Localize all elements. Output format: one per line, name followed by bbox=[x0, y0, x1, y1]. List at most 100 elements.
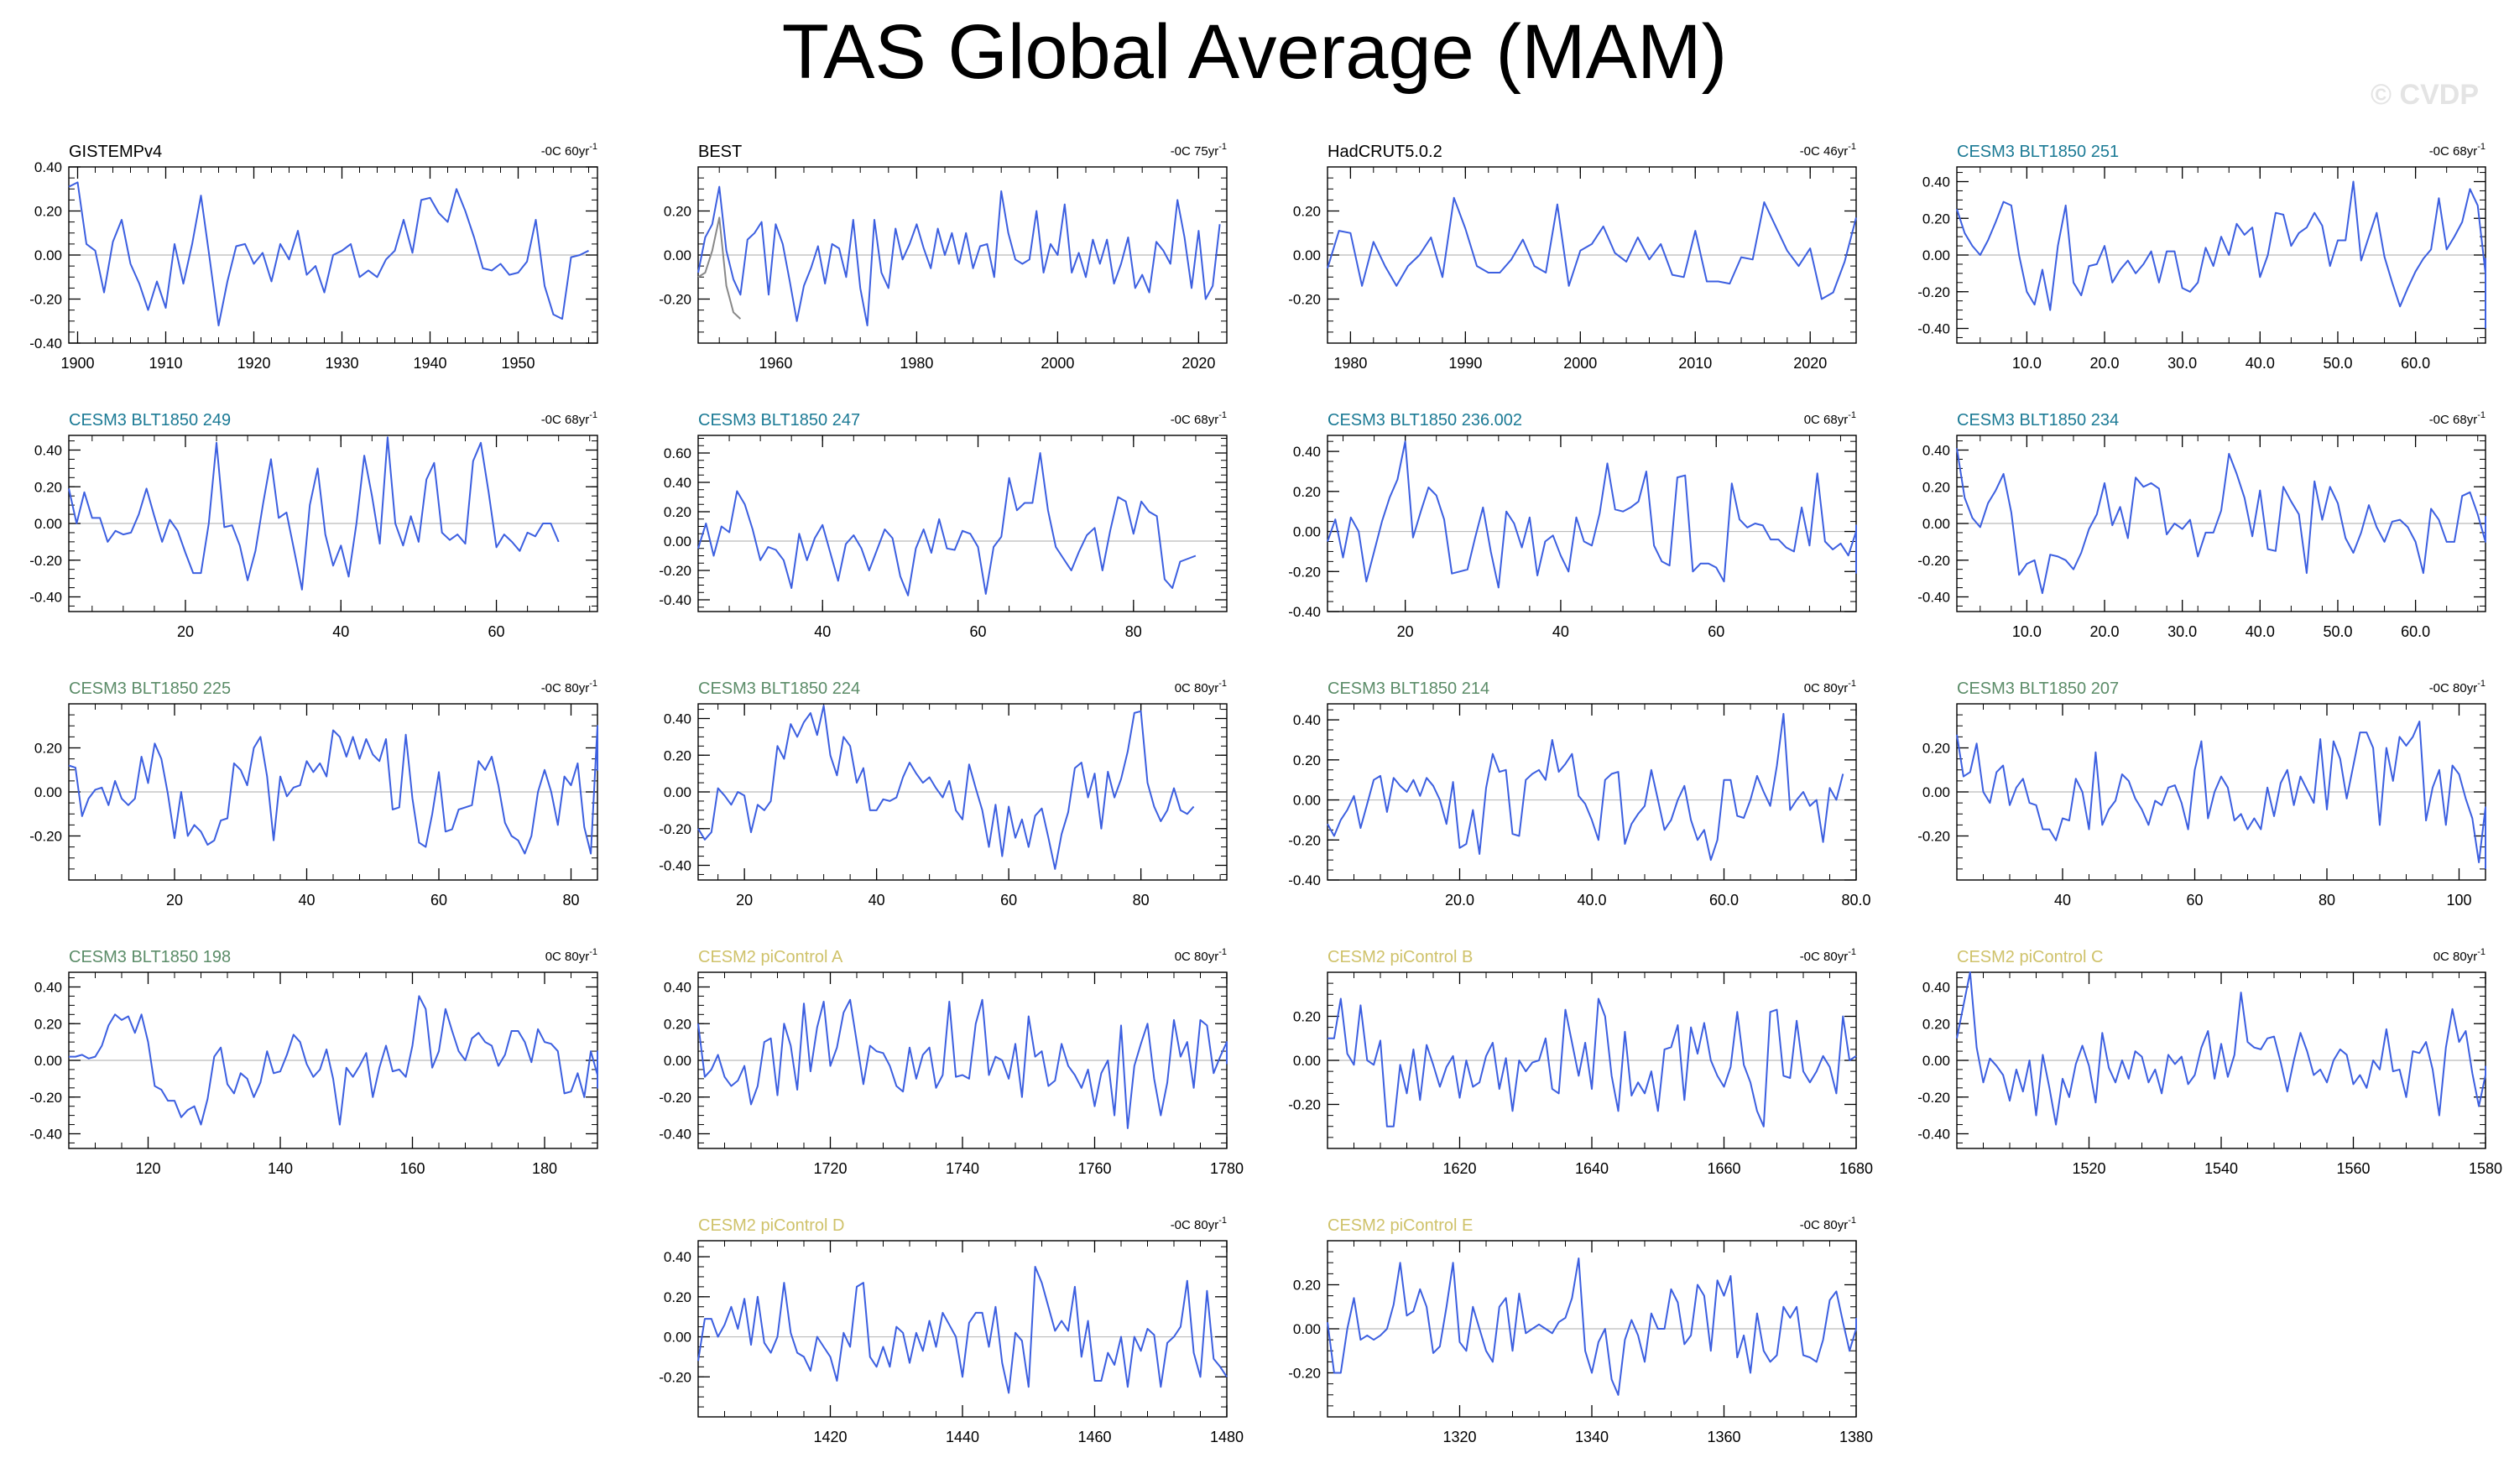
y-tick-label: -0.20 bbox=[1288, 564, 1321, 580]
y-tick-label: -0.40 bbox=[1917, 590, 1950, 606]
x-tick-label: 80 bbox=[1125, 623, 1142, 640]
chart-panel: -0.40 -0.20 0.00 0.20 0.40 0.60 40 60 80 CESM3 BL… bbox=[659, 410, 1228, 640]
y-tick-label: -0.20 bbox=[29, 829, 62, 845]
x-tick-label: 20 bbox=[736, 892, 753, 909]
y-tick-label: 0.20 bbox=[664, 204, 691, 220]
y-tick-label: -0.20 bbox=[659, 563, 691, 579]
y-tick-label: 0.40 bbox=[34, 159, 62, 175]
y-tick-label: 0.00 bbox=[1293, 247, 1321, 263]
y-tick-label: -0.20 bbox=[29, 553, 62, 569]
chart-panel: -0.20 0.00 0.20 1320 1340 1360 1380 CESM2 piCon… bbox=[1288, 1216, 1873, 1445]
y-tick-label: 0.40 bbox=[34, 980, 62, 996]
chart-panel: -0.40 -0.20 0.00 0.20 0.40 1720 1740 1760 1780 CE… bbox=[659, 947, 1244, 1177]
x-tick-label: 1950 bbox=[501, 355, 535, 372]
x-tick-label: 1580 bbox=[2469, 1160, 2502, 1177]
panel-title: CESM3 BLT1850 236.002 bbox=[1328, 411, 1522, 430]
trend-label: -0C 68yr-1 bbox=[2429, 410, 2486, 427]
panel-title: GISTEMPv4 bbox=[69, 143, 162, 161]
y-tick-label: 0.20 bbox=[1922, 741, 1950, 757]
y-tick-label: -0.20 bbox=[1917, 284, 1950, 300]
series-line bbox=[1327, 440, 1857, 589]
x-tick-label: 60.0 bbox=[1709, 892, 1739, 909]
x-tick-label: 1420 bbox=[813, 1429, 847, 1445]
y-tick-label: 0.00 bbox=[664, 784, 691, 800]
chart-panel: -0.40 -0.20 0.00 0.20 0.40 20.0 40.0 60.0 80.0 CE… bbox=[1288, 679, 1870, 909]
trend-label: 0C 80yr-1 bbox=[545, 947, 597, 964]
panel-title: CESM2 piControl B bbox=[1328, 948, 1473, 966]
x-tick-label: 1320 bbox=[1442, 1429, 1476, 1445]
y-tick-label: 0.40 bbox=[1922, 443, 1950, 459]
y-tick-label: 0.00 bbox=[664, 1330, 691, 1346]
x-tick-label: 60.0 bbox=[2401, 355, 2430, 372]
series-line bbox=[1327, 712, 1844, 862]
panel-title: CESM2 piControl E bbox=[1328, 1216, 1473, 1235]
y-tick-label: -0.20 bbox=[29, 292, 62, 308]
x-tick-label: 1360 bbox=[1707, 1429, 1740, 1445]
panel-title: CESM3 BLT1850 214 bbox=[1328, 680, 1489, 698]
x-tick-label: 20 bbox=[166, 892, 183, 909]
y-tick-label: 0.40 bbox=[664, 475, 691, 491]
x-tick-label: 1340 bbox=[1575, 1429, 1609, 1445]
trend-label: -0C 68yr-1 bbox=[541, 410, 597, 427]
x-tick-label: 20 bbox=[177, 623, 194, 640]
y-tick-label: 0.00 bbox=[34, 516, 62, 532]
y-tick-label: -0.20 bbox=[1288, 1366, 1321, 1382]
chart-panel: -0.40 -0.20 0.00 0.20 0.40 120 140 160 180 CESM3 … bbox=[29, 947, 598, 1177]
panel-title: CESM3 BLT1850 249 bbox=[69, 411, 231, 430]
y-tick-label: -0.40 bbox=[1917, 1127, 1950, 1143]
y-tick-label: 0.40 bbox=[664, 980, 691, 996]
series-line bbox=[697, 705, 1195, 870]
x-tick-label: 40 bbox=[1552, 623, 1569, 640]
x-tick-label: 2020 bbox=[1181, 355, 1215, 372]
x-tick-label: 1980 bbox=[1333, 355, 1367, 372]
trend-label: 0C 80yr-1 bbox=[1175, 679, 1227, 695]
trend-label: 0C 80yr-1 bbox=[2433, 947, 2486, 964]
series-line bbox=[68, 725, 598, 855]
x-tick-label: 40 bbox=[2054, 892, 2071, 909]
panel-title: CESM2 piControl D bbox=[698, 1216, 845, 1235]
y-tick-label: 0.00 bbox=[1293, 524, 1321, 540]
y-tick-label: 0.00 bbox=[1293, 1053, 1321, 1069]
y-tick-label: 0.00 bbox=[1922, 1053, 1950, 1069]
series-line bbox=[697, 185, 1221, 326]
x-tick-label: 60 bbox=[1000, 892, 1017, 909]
y-tick-label: 0.20 bbox=[664, 1289, 691, 1305]
x-tick-label: 40 bbox=[814, 623, 831, 640]
x-tick-label: 1760 bbox=[1077, 1160, 1111, 1177]
y-tick-label: -0.40 bbox=[1288, 604, 1321, 620]
x-tick-label: 10.0 bbox=[2012, 355, 2042, 372]
y-tick-label: 0.20 bbox=[34, 479, 62, 495]
x-tick-label: 1740 bbox=[946, 1160, 979, 1177]
y-tick-label: -0.20 bbox=[1288, 1097, 1321, 1113]
series-line bbox=[697, 1266, 1228, 1394]
trend-label: -0C 60yr-1 bbox=[541, 142, 597, 159]
x-tick-label: 40.0 bbox=[2246, 355, 2275, 372]
panel-title: CESM3 BLT1850 224 bbox=[698, 680, 860, 698]
panel-title: CESM3 BLT1850 251 bbox=[1957, 143, 2119, 161]
cvdp-watermark: © CVDP bbox=[2371, 79, 2479, 111]
y-tick-label: 0.00 bbox=[34, 1053, 62, 1069]
x-tick-label: 60 bbox=[430, 892, 447, 909]
plot-frame bbox=[697, 435, 1228, 612]
x-tick-label: 20.0 bbox=[2090, 623, 2120, 640]
y-tick-label: -0.20 bbox=[29, 1090, 62, 1106]
panel-title: CESM2 piControl A bbox=[698, 948, 843, 966]
trend-label: -0C 80yr-1 bbox=[2429, 679, 2486, 695]
x-tick-label: 30.0 bbox=[2167, 623, 2197, 640]
x-tick-label: 20.0 bbox=[1445, 892, 1474, 909]
x-tick-label: 1640 bbox=[1575, 1160, 1609, 1177]
y-tick-label: 0.20 bbox=[1922, 211, 1950, 227]
y-tick-label: 0.20 bbox=[1293, 752, 1321, 768]
y-tick-label: 0.20 bbox=[1293, 204, 1321, 220]
trend-label: -0C 68yr-1 bbox=[1171, 410, 1227, 427]
x-tick-label: 1520 bbox=[2072, 1160, 2105, 1177]
panel-title: BEST bbox=[698, 143, 742, 161]
x-tick-label: 2010 bbox=[1678, 355, 1712, 372]
x-tick-label: 100 bbox=[2446, 892, 2471, 909]
chart-panel: -0.20 0.00 0.20 1980 1990 2000 2010 2020 HadCRUT… bbox=[1288, 142, 1857, 372]
chart-panel: -0.40 -0.20 0.00 0.20 0.40 10.0 20.0 30.0 40.0 50… bbox=[1917, 410, 2486, 640]
series-line bbox=[1327, 1257, 1857, 1396]
x-tick-label: 80.0 bbox=[1841, 892, 1870, 909]
y-tick-label: -0.40 bbox=[659, 1127, 691, 1143]
